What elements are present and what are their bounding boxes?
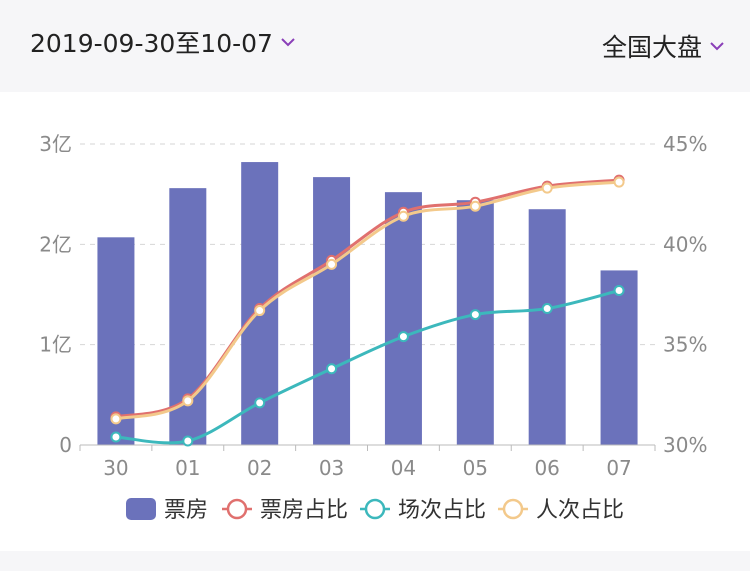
series-point[interactable] xyxy=(541,303,553,315)
legend-label: 人次占比 xyxy=(536,498,624,523)
header-bar: 2019-09-30至10-07 全国大盘 xyxy=(0,0,750,92)
x-tick-label: 30 xyxy=(103,456,128,480)
series-point[interactable] xyxy=(326,363,338,375)
bar[interactable] xyxy=(600,270,638,445)
series-point[interactable] xyxy=(613,176,625,188)
series-line xyxy=(115,289,620,445)
line-series xyxy=(110,174,625,447)
right-tick-label: 45% xyxy=(663,132,707,156)
date-range-selector[interactable]: 2019-09-30至10-07 xyxy=(30,24,295,60)
footer-band xyxy=(0,551,750,571)
chart-area: 0 1亿 2亿 3亿 30% 35% 40% 45% 30 01 02 03 04 05 06 07 票房… xyxy=(0,92,750,551)
right-tick-label: 40% xyxy=(663,232,707,256)
left-tick-label: 3亿 xyxy=(39,132,72,156)
legend: 票房 票房占比 场次占比 人次占比 xyxy=(126,498,624,523)
legend-swatch xyxy=(126,498,156,520)
bar[interactable] xyxy=(313,177,351,446)
series-point[interactable] xyxy=(326,258,338,270)
left-tick-label: 2亿 xyxy=(39,232,72,256)
grid-lines xyxy=(80,143,655,446)
x-tick-label: 07 xyxy=(606,456,631,480)
series-line xyxy=(115,180,620,421)
region-selector[interactable]: 全国大盘 xyxy=(602,28,724,64)
right-tick-label: 35% xyxy=(663,333,707,357)
series-point[interactable] xyxy=(397,210,409,222)
legend-marker xyxy=(364,498,386,520)
legend-item[interactable]: 人次占比 xyxy=(498,498,624,523)
x-tick-label: 04 xyxy=(391,456,416,480)
legend-label: 票房占比 xyxy=(260,498,348,523)
x-tick-label: 01 xyxy=(175,456,200,480)
legend-label: 场次占比 xyxy=(398,498,486,523)
x-tick-label: 02 xyxy=(247,456,272,480)
legend-item[interactable]: 票房占比 xyxy=(222,498,348,523)
date-range-label: 2019-09-30至10-07 xyxy=(30,29,273,58)
series-point[interactable] xyxy=(182,435,194,447)
box-office-chart: 0 1亿 2亿 3亿 30% 35% 40% 45% 30 01 02 03 04 05 06 07 票房… xyxy=(39,132,707,523)
bar[interactable] xyxy=(384,192,422,445)
left-tick-label: 1亿 xyxy=(39,333,72,357)
bar[interactable] xyxy=(528,209,566,445)
x-tick-label: 05 xyxy=(463,456,488,480)
right-axis-ticks: 30% 35% 40% 45% xyxy=(663,132,707,457)
bars-series xyxy=(97,162,638,446)
series-point[interactable] xyxy=(110,413,122,425)
series-point[interactable] xyxy=(182,395,194,407)
left-tick-label: 0 xyxy=(59,433,72,457)
series-point[interactable] xyxy=(254,397,266,409)
region-label: 全国大盘 xyxy=(601,33,702,62)
legend-item[interactable]: 场次占比 xyxy=(360,498,486,523)
x-axis: 30 01 02 03 04 05 06 07 xyxy=(79,444,656,480)
legend-label: 票房 xyxy=(164,498,208,523)
left-axis-ticks: 0 1亿 2亿 3亿 xyxy=(39,132,72,457)
chevron-down-icon xyxy=(710,42,724,51)
series-point[interactable] xyxy=(254,305,266,317)
x-tick-label: 03 xyxy=(319,456,344,480)
bar[interactable] xyxy=(456,200,494,445)
series-point[interactable] xyxy=(541,182,553,194)
series-point[interactable] xyxy=(469,200,481,212)
series-point[interactable] xyxy=(397,331,409,343)
chevron-down-icon xyxy=(281,38,295,47)
legend-item[interactable]: 票房 xyxy=(126,498,208,523)
legend-marker xyxy=(226,498,248,520)
legend-marker xyxy=(502,498,524,520)
right-tick-label: 30% xyxy=(663,433,707,457)
x-tick-label: 06 xyxy=(534,456,559,480)
series-point[interactable] xyxy=(613,284,625,296)
bar[interactable] xyxy=(97,237,135,445)
series-point[interactable] xyxy=(469,309,481,321)
series-point[interactable] xyxy=(110,431,122,443)
